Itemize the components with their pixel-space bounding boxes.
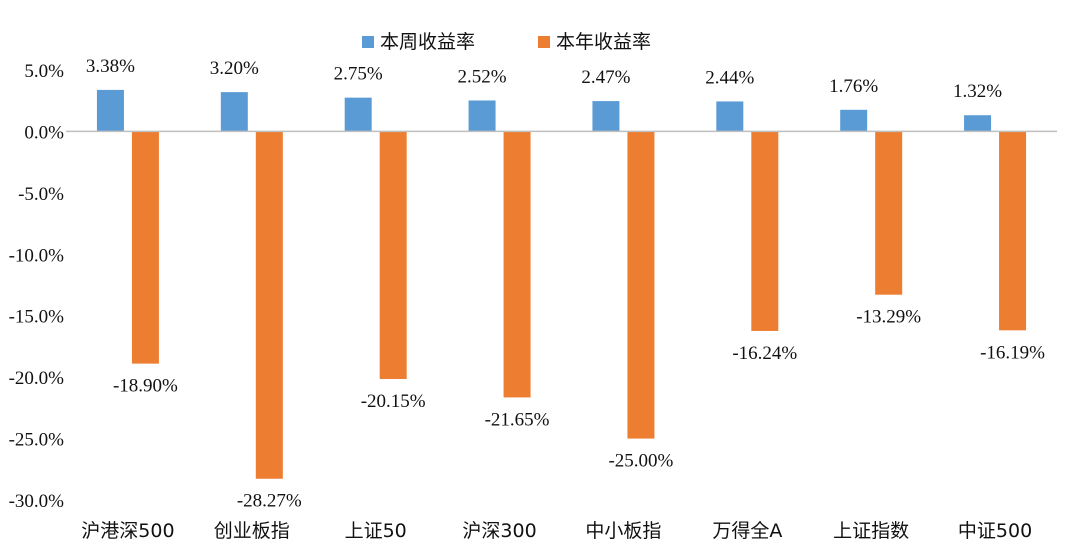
data-labels-group: 3.38% -18.90% 3.20% -28.27% 2.75% -20.15% 2.52… bbox=[86, 56, 1045, 512]
x-tick-label: 沪港深500 bbox=[81, 520, 174, 542]
x-tick-label: 上证指数 bbox=[833, 520, 909, 542]
data-label-ytd: -20.15% bbox=[361, 391, 426, 412]
x-tick-label: 中证500 bbox=[958, 520, 1032, 542]
y-tick-label: 5.0% bbox=[24, 61, 64, 82]
data-label-ytd: -18.90% bbox=[113, 376, 178, 397]
bar-ytd-return bbox=[875, 131, 903, 295]
data-label-weekly: 3.20% bbox=[210, 58, 259, 79]
y-tick-label: -20.0% bbox=[9, 368, 65, 389]
legend-swatch bbox=[362, 36, 374, 48]
data-label-weekly: 2.75% bbox=[334, 64, 383, 85]
y-tick-label: -15.0% bbox=[9, 307, 65, 328]
bar-weekly-return bbox=[468, 100, 496, 132]
y-tick-label: -30.0% bbox=[9, 491, 65, 512]
legend-swatch bbox=[538, 36, 550, 48]
legend: 本周收益率 本年收益率 bbox=[362, 31, 651, 53]
x-tick-label: 上证50 bbox=[345, 520, 407, 542]
legend-label: 本年收益率 bbox=[556, 31, 651, 53]
data-label-ytd: -13.29% bbox=[856, 307, 921, 328]
bar-ytd-return bbox=[255, 131, 283, 479]
bar-weekly-return bbox=[220, 92, 248, 132]
x-tick-label: 中小板指 bbox=[585, 520, 661, 542]
y-tick-label: 0.0% bbox=[24, 122, 64, 143]
bar-ytd-return bbox=[999, 131, 1027, 331]
bar-ytd-return bbox=[751, 131, 779, 331]
y-tick-label: -10.0% bbox=[9, 245, 65, 266]
legend-label: 本周收益率 bbox=[380, 31, 475, 53]
data-label-weekly: 2.44% bbox=[705, 67, 754, 88]
bar-weekly-return bbox=[344, 97, 372, 132]
bar-weekly-return bbox=[592, 101, 620, 132]
x-tick-label: 创业板指 bbox=[214, 520, 290, 542]
y-tick-label: -5.0% bbox=[18, 184, 64, 205]
data-label-ytd: -25.00% bbox=[608, 451, 673, 472]
bar-ytd-return bbox=[379, 131, 407, 379]
data-label-weekly: 1.32% bbox=[953, 81, 1002, 102]
data-label-ytd: -16.19% bbox=[980, 342, 1045, 363]
data-label-weekly: 2.52% bbox=[458, 66, 507, 87]
x-tick-label: 沪深300 bbox=[462, 520, 536, 542]
y-tick-label: -25.0% bbox=[9, 430, 65, 451]
bar-ytd-return bbox=[503, 131, 531, 398]
bar-weekly-return bbox=[716, 101, 744, 132]
category-labels-group: 沪港深500 创业板指 上证50 沪深300 中小板指 万得全A 上证指数 中证500 bbox=[81, 520, 1032, 542]
bar-weekly-return bbox=[964, 115, 992, 132]
data-label-weekly: 3.38% bbox=[86, 56, 135, 77]
data-label-weekly: 2.47% bbox=[581, 67, 630, 88]
bars-group bbox=[96, 89, 1027, 479]
bar-ytd-return bbox=[131, 131, 159, 364]
bar-weekly-return bbox=[840, 109, 868, 132]
bar-weekly-return bbox=[96, 89, 124, 132]
y-axis-ticks: 5.0% 0.0% -5.0% -10.0% -15.0% -20.0% -25.0% -30… bbox=[9, 61, 65, 512]
data-label-ytd: -28.27% bbox=[237, 491, 302, 512]
data-label-ytd: -21.65% bbox=[485, 409, 550, 430]
data-label-ytd: -16.24% bbox=[732, 343, 797, 364]
bar-ytd-return bbox=[627, 131, 655, 439]
data-label-weekly: 1.76% bbox=[829, 76, 878, 97]
x-tick-label: 万得全A bbox=[712, 520, 782, 542]
